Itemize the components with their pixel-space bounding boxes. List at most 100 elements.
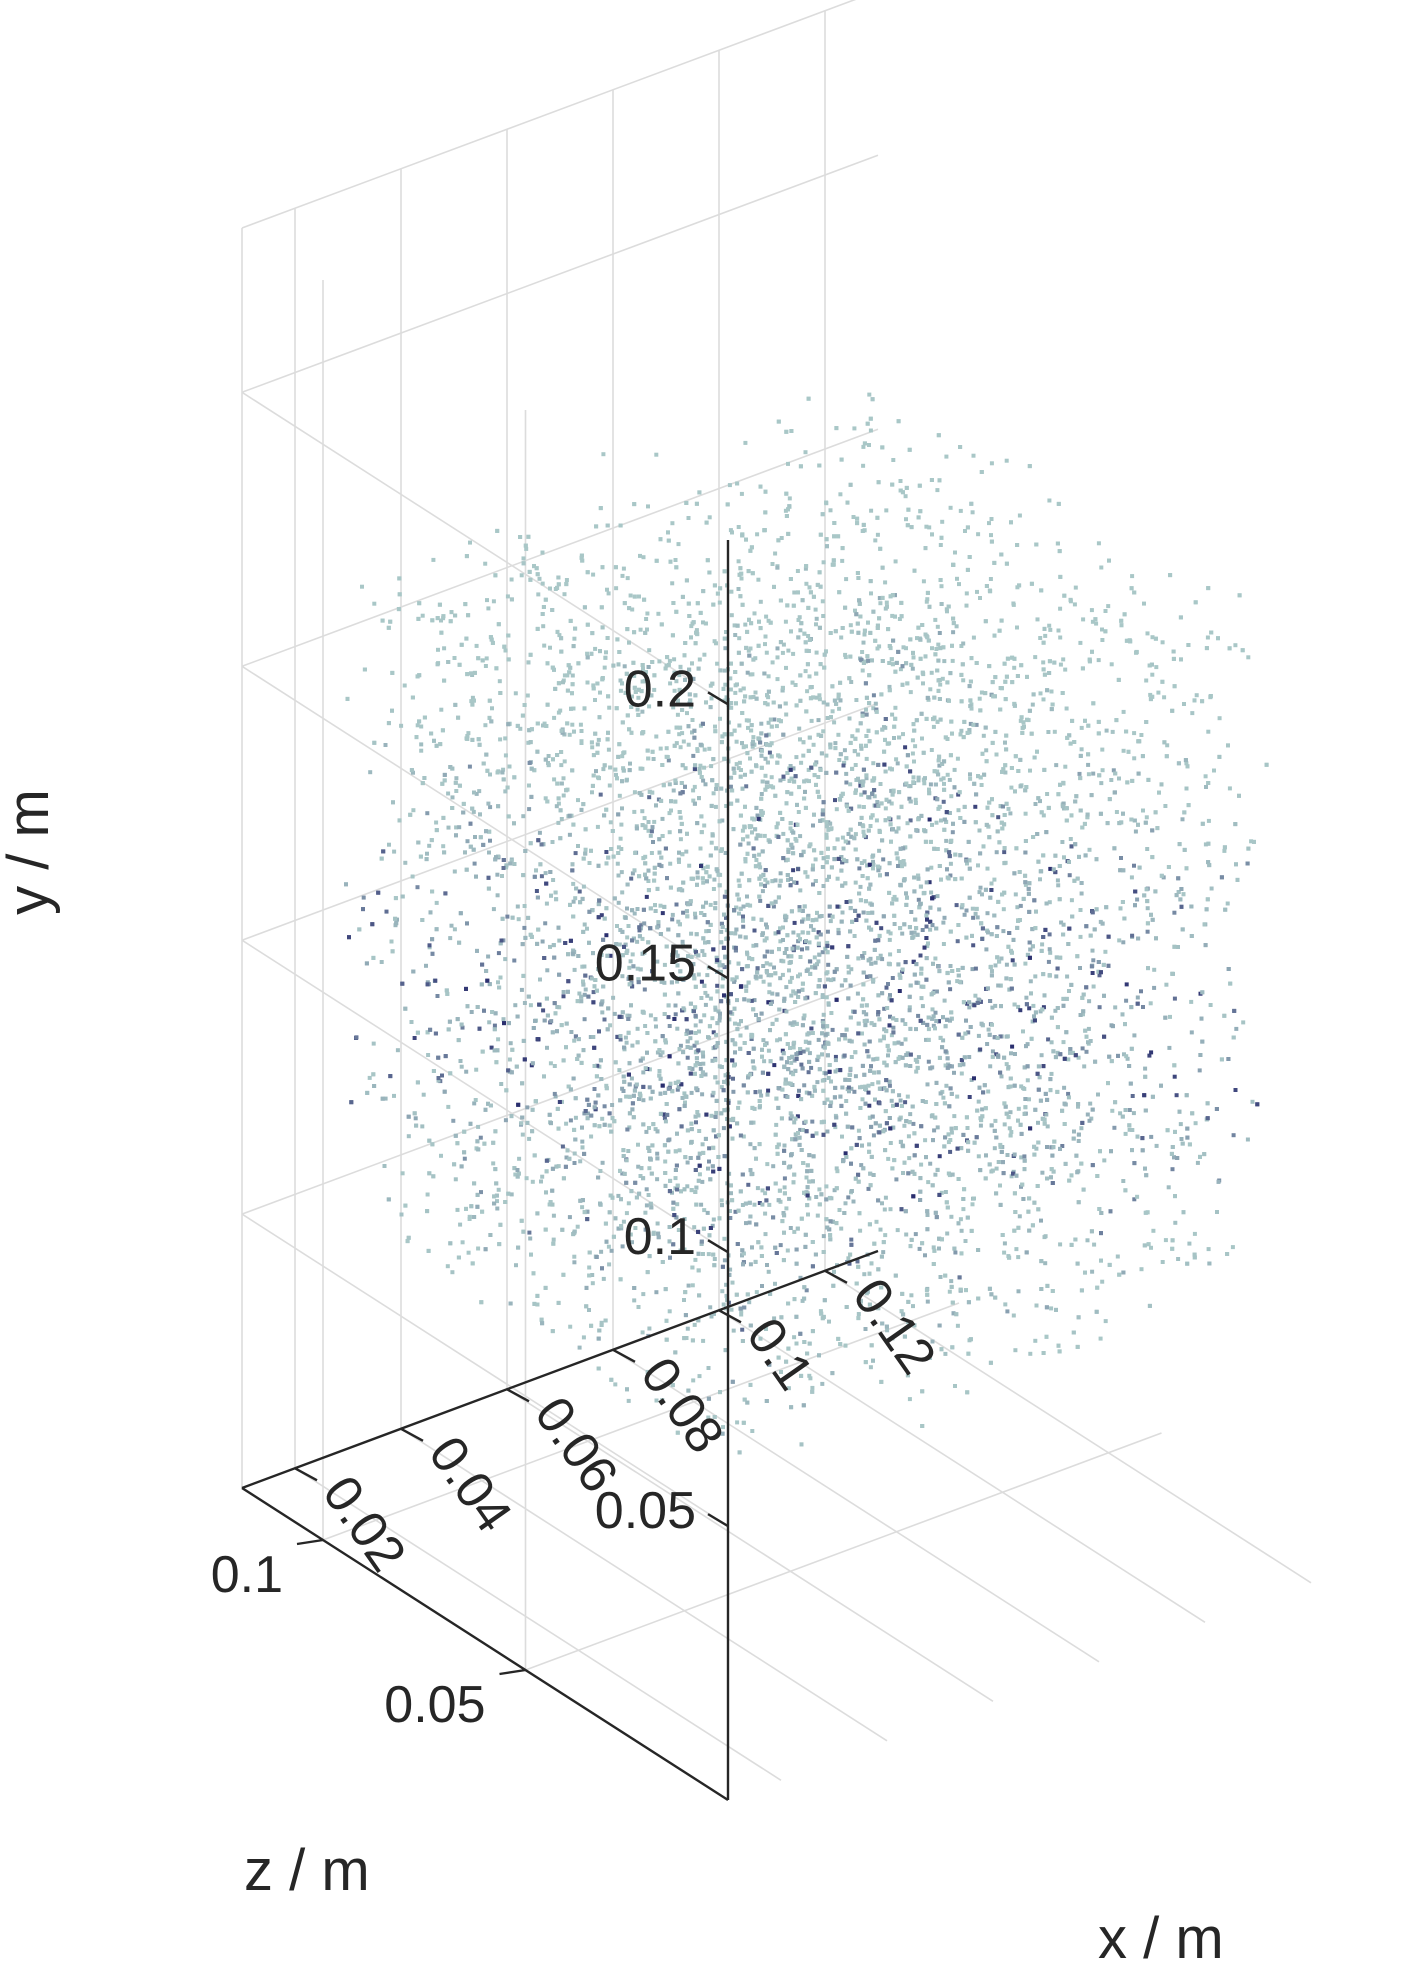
scatter-point xyxy=(509,858,514,863)
scatter-point xyxy=(564,1121,569,1126)
scatter-point xyxy=(587,861,592,865)
scatter-point xyxy=(1024,995,1029,1000)
scatter-point xyxy=(1090,971,1095,975)
scatter-point xyxy=(573,896,578,901)
scatter-point xyxy=(1090,619,1095,624)
scatter-point xyxy=(542,643,547,648)
scatter-point xyxy=(591,572,596,577)
scatter-point xyxy=(941,920,946,925)
scatter-point xyxy=(979,690,984,695)
scatter-point xyxy=(864,756,869,761)
scatter-point xyxy=(828,919,833,924)
scatter-point xyxy=(1012,665,1017,670)
scatter-point xyxy=(641,1070,646,1075)
scatter-point xyxy=(687,863,692,868)
scatter-point xyxy=(685,711,689,716)
scatter-point xyxy=(712,1257,717,1261)
scatter-point xyxy=(907,1156,912,1161)
scatter-point xyxy=(883,806,888,811)
scatter-point xyxy=(1079,725,1084,730)
scatter-point xyxy=(468,540,472,545)
scatter-point xyxy=(675,1202,680,1207)
scatter-point xyxy=(1055,878,1060,883)
scatter-point xyxy=(1003,1302,1008,1307)
scatter-point xyxy=(1165,743,1170,748)
scatter-point xyxy=(972,1076,976,1081)
scatter-point xyxy=(967,1095,972,1099)
scatter-point xyxy=(713,901,718,906)
scatter-point xyxy=(527,807,532,812)
scatter-point xyxy=(441,844,446,849)
grid-line xyxy=(241,428,879,668)
scatter-point xyxy=(913,801,918,805)
scatter-point xyxy=(784,1206,789,1211)
scatter-point xyxy=(721,1126,726,1131)
scatter-point xyxy=(620,754,625,759)
scatter-point xyxy=(667,1024,672,1028)
scatter-point xyxy=(1132,731,1137,736)
scatter-point xyxy=(861,824,866,829)
scatter-point xyxy=(591,990,596,995)
scatter-point xyxy=(1081,617,1086,622)
scatter-point xyxy=(748,1262,753,1267)
scatter-point xyxy=(530,1179,535,1184)
scatter-point xyxy=(1154,1143,1159,1148)
scatter-point xyxy=(934,820,939,825)
scatter-point xyxy=(925,944,930,949)
scatter-point xyxy=(953,1250,958,1255)
scatter-point xyxy=(1018,718,1023,723)
scatter-point xyxy=(634,824,639,829)
scatter-point xyxy=(701,778,706,783)
scatter-point xyxy=(778,939,783,944)
scatter-point xyxy=(644,1129,649,1134)
scatter-point xyxy=(862,1272,867,1277)
scatter-point xyxy=(923,1253,927,1258)
scatter-point xyxy=(967,1005,972,1010)
scatter-point xyxy=(1046,1037,1051,1042)
scatter-point xyxy=(572,1260,577,1265)
scatter-point xyxy=(1094,621,1099,626)
scatter-point xyxy=(1077,771,1082,776)
scatter-point xyxy=(821,560,826,565)
scatter-point xyxy=(865,1289,870,1294)
scatter-point xyxy=(593,646,598,651)
scatter-point xyxy=(539,874,544,879)
scatter-point xyxy=(1194,693,1199,698)
scatter-point xyxy=(488,838,492,843)
scatter-point xyxy=(425,1192,430,1197)
scatter-point xyxy=(938,682,943,687)
scatter-point xyxy=(630,871,635,876)
scatter-point xyxy=(1038,799,1042,804)
scatter-point xyxy=(572,1038,577,1043)
scatter-point xyxy=(814,1195,819,1199)
scatter-point xyxy=(787,1196,792,1201)
scatter-point xyxy=(618,1037,623,1042)
scatter-point xyxy=(869,591,873,596)
scatter-point xyxy=(862,951,867,955)
scatter-point xyxy=(760,1202,765,1207)
scatter-point xyxy=(718,716,722,721)
scatter-point xyxy=(572,967,577,972)
scatter-point xyxy=(929,890,934,895)
scatter-point xyxy=(694,628,699,633)
scatter-point xyxy=(654,452,659,457)
scatter-point xyxy=(973,993,978,998)
scatter-point xyxy=(934,647,939,651)
scatter-point xyxy=(781,777,786,781)
scatter-point xyxy=(932,1128,937,1133)
scatter-point xyxy=(858,1228,863,1233)
scatter-point xyxy=(868,428,873,433)
scatter-point xyxy=(973,966,978,971)
scatter-point xyxy=(840,1134,844,1139)
scatter-point xyxy=(847,1089,851,1094)
scatter-point xyxy=(816,718,821,723)
scatter-point xyxy=(774,1017,779,1022)
scatter-point xyxy=(829,1011,834,1015)
scatter-point xyxy=(788,1226,793,1230)
scatter-point xyxy=(1114,810,1119,814)
scatter-point xyxy=(479,1190,483,1195)
scatter-point xyxy=(1206,729,1211,734)
scatter-point xyxy=(786,1081,791,1086)
scatter-point xyxy=(847,1261,852,1266)
scatter-point xyxy=(686,516,691,520)
